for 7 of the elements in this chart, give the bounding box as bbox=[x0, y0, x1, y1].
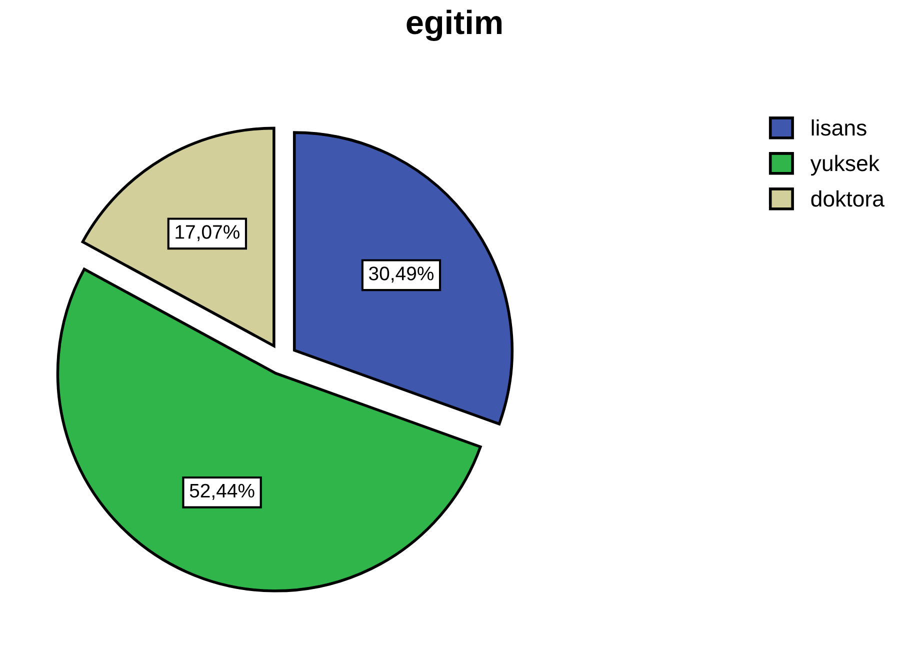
chart-title: egitim bbox=[406, 10, 502, 42]
data-label: 52,44% bbox=[190, 484, 254, 500]
data-label: 17,07% bbox=[176, 225, 240, 242]
legend-label: yuksek bbox=[810, 154, 880, 176]
legend-label: doktora bbox=[811, 190, 884, 207]
legend-label: lisans bbox=[812, 119, 866, 136]
data-label: 30,49% bbox=[369, 266, 434, 283]
